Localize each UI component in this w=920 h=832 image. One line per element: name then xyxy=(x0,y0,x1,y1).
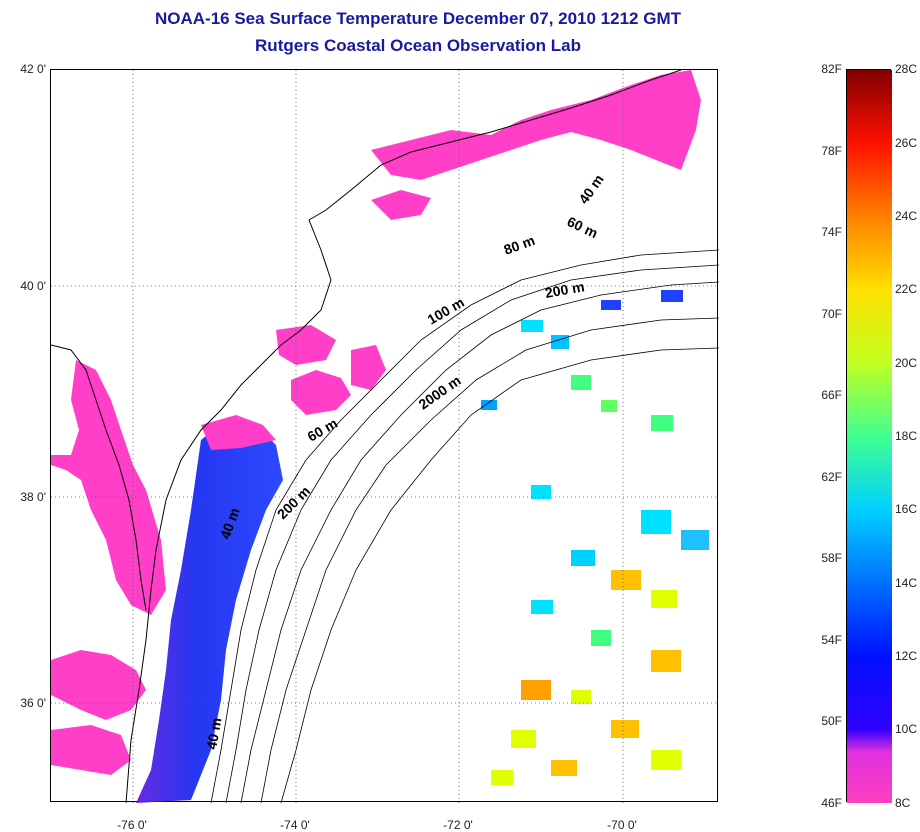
map-title: NOAA-16 Sea Surface Temperature December… xyxy=(155,9,681,28)
isobath-label-6: 2000 m xyxy=(416,372,464,412)
isobath-label-4: 200 m xyxy=(544,278,586,301)
colorbar-c-10: 10C xyxy=(895,722,918,736)
bay-water xyxy=(51,70,701,775)
colorbar-f-50: 50F xyxy=(821,714,842,728)
colorbar-c-28: 28C xyxy=(895,62,918,76)
colorbar-f-62: 62F xyxy=(821,470,842,484)
coastline xyxy=(51,70,682,803)
isobath-label-9: 200 m xyxy=(274,483,313,522)
sst-map-canvas: 40 m 60 m 80 m 200 m 100 m 2000 m 60 m 4… xyxy=(51,70,719,803)
colorbar-c-8: 8C xyxy=(895,796,911,810)
lat-label-36: 36 0' xyxy=(20,696,46,710)
colorbar-c-26: 26C xyxy=(895,136,918,150)
lon-label-72: -72 0' xyxy=(443,818,473,832)
sst-map: 40 m 60 m 80 m 200 m 100 m 2000 m 60 m 4… xyxy=(50,69,719,803)
lon-label-76: -76 0' xyxy=(117,818,147,832)
colorbar-f-82: 82F xyxy=(821,62,842,76)
colorbar-f-70: 70F xyxy=(821,307,842,321)
colorbar-f-54: 54F xyxy=(821,633,842,647)
colorbar-f-58: 58F xyxy=(821,551,842,565)
colorbar-c-18: 18C xyxy=(895,429,918,443)
colorbar-f-78: 78F xyxy=(821,144,842,158)
isobath-contours xyxy=(210,249,719,803)
colorbar-gradient xyxy=(847,70,892,803)
offshore-sst-patches xyxy=(481,290,709,785)
isobath-label-3: 80 m xyxy=(502,232,537,258)
isobath-label-7: 60 m xyxy=(305,415,341,445)
lat-label-42: 42 0' xyxy=(20,62,46,76)
colorbar-c-24: 24C xyxy=(895,209,918,223)
shelf-water xyxy=(136,420,283,803)
colorbar-f-74: 74F xyxy=(821,225,842,239)
colorbar-c-20: 20C xyxy=(895,356,918,370)
lon-label-70: -70 0' xyxy=(607,818,637,832)
lat-label-38: 38 0' xyxy=(20,490,46,504)
colorbar-c-22: 22C xyxy=(895,282,918,296)
isobath-label-2: 60 m xyxy=(565,213,601,241)
colorbar-c-12: 12C xyxy=(895,649,918,663)
colorbar-c-16: 16C xyxy=(895,502,918,516)
map-subtitle: Rutgers Coastal Ocean Observation Lab xyxy=(255,36,581,55)
isobath-label-1: 40 m xyxy=(575,171,606,206)
lon-label-74: -74 0' xyxy=(280,818,310,832)
lat-label-40: 40 0' xyxy=(20,279,46,293)
colorbar-c-14: 14C xyxy=(895,576,918,590)
graticule xyxy=(51,70,719,803)
temperature-colorbar xyxy=(846,69,892,803)
isobath-label-10: 40 m xyxy=(203,716,224,750)
colorbar-f-46: 46F xyxy=(821,796,842,810)
colorbar-f-66: 66F xyxy=(821,388,842,402)
